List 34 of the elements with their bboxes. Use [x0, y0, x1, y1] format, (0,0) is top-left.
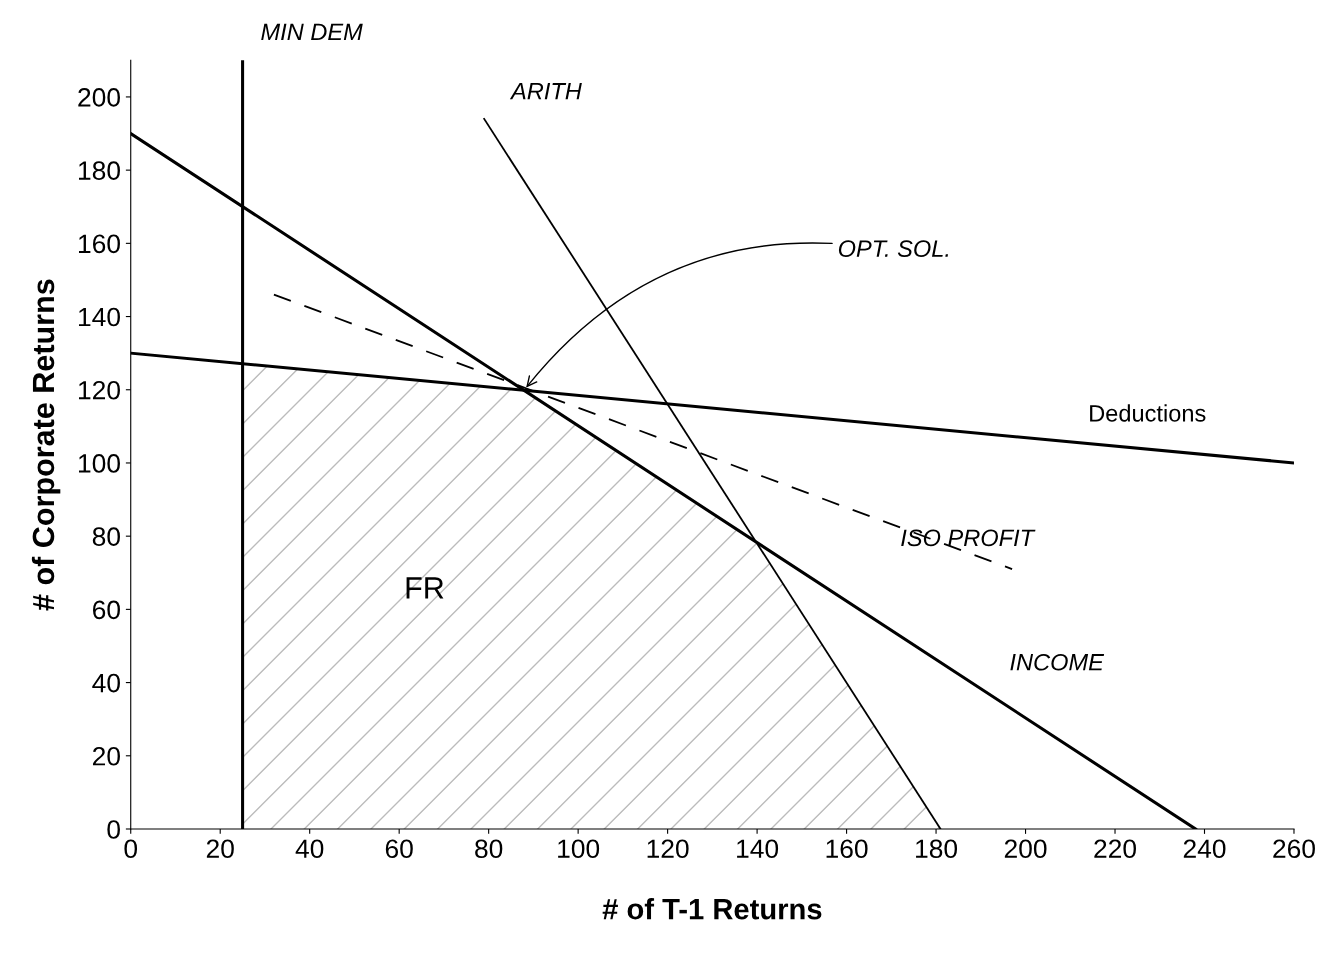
y-tick-label: 160: [79, 234, 120, 254]
ref-line-label: MIN DEM: [261, 23, 363, 41]
y-tick-label: 40: [92, 673, 120, 693]
x-tick-label: 180: [916, 839, 958, 859]
y-tick-label: 180: [79, 161, 120, 180]
x-tick-label: 120: [647, 839, 689, 859]
annotation: FR: [406, 577, 444, 599]
x-tick-label: 240: [1183, 839, 1226, 859]
y-tick-label: 0: [107, 820, 120, 839]
series-label: INCOME: [1010, 653, 1105, 671]
x-axis-title: # of T-1 Returns: [602, 898, 822, 920]
x-tick-label: 40: [295, 839, 324, 859]
x-tick-label: 140: [737, 839, 779, 859]
annotation: OPT. SOL.: [838, 240, 949, 257]
y-tick-label: 20: [92, 746, 120, 766]
x-tick-label: 60: [385, 839, 413, 859]
series-label: Deductions: [1090, 404, 1206, 422]
x-tick-label: 0: [124, 839, 138, 859]
series-label: ARITH: [509, 83, 582, 100]
y-tick-label: 140: [79, 307, 120, 327]
y-tick-label: 120: [79, 380, 120, 400]
x-tick-label: 200: [1004, 839, 1047, 859]
x-tick-label: 220: [1094, 839, 1136, 859]
x-tick-label: 80: [475, 839, 503, 859]
y-tick-label: 60: [93, 600, 120, 620]
x-tick-label: 260: [1273, 839, 1315, 859]
x-tick-label: 100: [558, 839, 600, 859]
y-tick-label: 200: [78, 88, 120, 107]
x-tick-label: 20: [206, 839, 234, 859]
y-tick-label: 100: [79, 454, 120, 473]
series-label: ISO PROFIT: [901, 529, 1036, 547]
y-tick-label: 80: [92, 527, 120, 546]
y-axis-title: # of Corporate Returns: [31, 279, 61, 611]
x-tick-label: 160: [826, 839, 868, 859]
